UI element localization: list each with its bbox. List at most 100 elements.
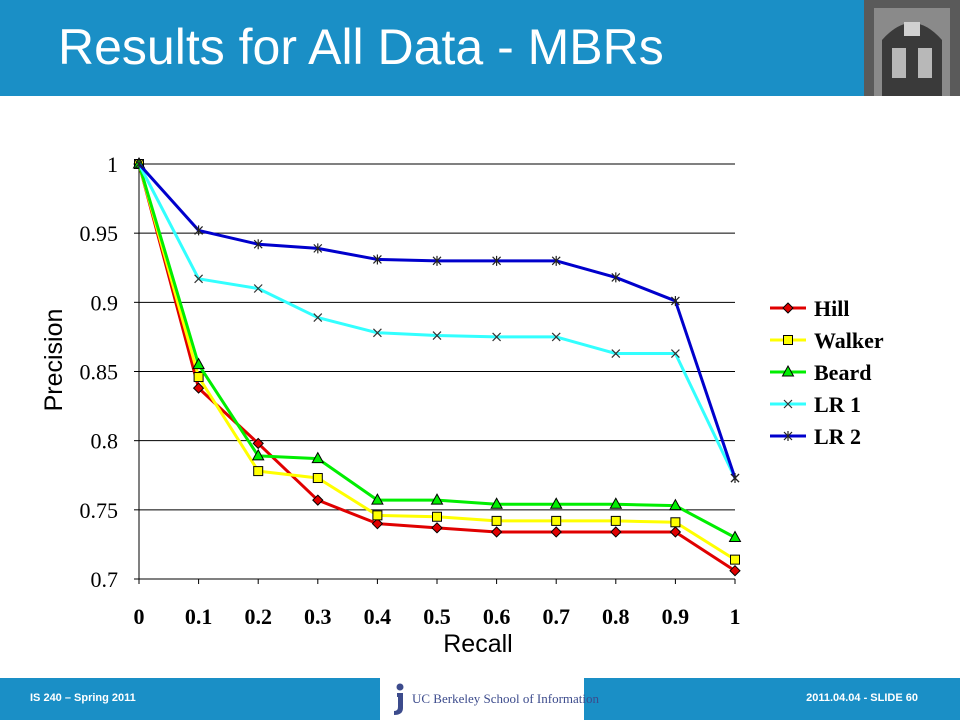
- data-point: [670, 349, 680, 358]
- title-bar: Results for All Data - MBRs: [0, 0, 864, 96]
- y-tick-label: 0.75: [80, 498, 119, 523]
- school-logo: UC Berkeley School of Information: [380, 678, 599, 720]
- x-tick-label: 0.2: [244, 604, 272, 629]
- x-tick-label: 0: [134, 604, 145, 629]
- x-tick-label: 0.9: [662, 604, 690, 629]
- data-point: [252, 437, 264, 450]
- data-point: [432, 511, 442, 522]
- y-tick-label: 1: [107, 152, 118, 177]
- data-point: [728, 530, 742, 542]
- axes: [134, 163, 736, 584]
- legend-label: LR 2: [814, 424, 861, 449]
- data-point: [313, 243, 323, 254]
- data-point: [729, 564, 741, 577]
- data-point: [783, 399, 793, 409]
- data-point: [134, 159, 144, 169]
- data-point: [492, 332, 502, 342]
- legend-label: Hill: [814, 296, 849, 321]
- school-name: UC Berkeley School of Information: [412, 691, 600, 706]
- data-point: [491, 515, 502, 526]
- data-point: [490, 526, 503, 538]
- legend-label: Walker: [814, 328, 884, 353]
- data-point: [430, 493, 444, 505]
- data-point: [669, 498, 682, 511]
- data-point: [783, 431, 793, 441]
- tick-labels: 0.7 0.75 0.8 0.85 0.9 0.95 1 0 0.1 0.2 0.3 0.4 0.5 0.…: [80, 152, 741, 629]
- x-tick-label: 0.7: [542, 604, 570, 629]
- data-point: [253, 239, 263, 250]
- series-beard: [132, 156, 742, 542]
- data-point: [372, 254, 382, 265]
- data-point: [431, 522, 443, 534]
- legend-label: Beard: [814, 360, 871, 385]
- data-point: [312, 494, 324, 506]
- y-tick-label: 0.8: [91, 429, 119, 454]
- data-point: [783, 335, 793, 345]
- data-point: [611, 349, 621, 358]
- data-point: [551, 255, 561, 266]
- series-line-beard: [137, 163, 736, 539]
- data-point: [371, 493, 384, 505]
- legend-item-walker: Walker: [770, 328, 884, 353]
- building-photo: [864, 0, 960, 96]
- data-point: [782, 302, 794, 314]
- data-point: [432, 255, 442, 266]
- y-tick-label: 0.9: [91, 290, 119, 315]
- data-point: [312, 473, 323, 484]
- course-label: IS 240 – Spring 2011: [30, 692, 136, 704]
- data-point: [194, 225, 204, 236]
- x-axis-label: Recall: [443, 630, 512, 658]
- series-lr-2: [134, 159, 740, 484]
- data-point: [669, 526, 682, 538]
- data-point: [253, 466, 264, 477]
- legend: Hill Walker Beard LR 1 LR 2: [770, 296, 884, 449]
- y-tick-label: 0.95: [80, 221, 119, 246]
- legend-item-beard: Beard: [770, 360, 871, 385]
- data-point: [670, 295, 680, 306]
- data-point: [610, 515, 621, 526]
- data-point: [549, 497, 563, 509]
- data-point: [311, 451, 325, 464]
- data-point: [193, 372, 204, 383]
- x-tick-label: 0.8: [602, 604, 630, 629]
- y-axis-label: Precision: [40, 309, 68, 412]
- data-point: [611, 272, 621, 283]
- data-point: [372, 328, 382, 338]
- data-point: [194, 274, 204, 284]
- series-walker: [134, 159, 740, 565]
- series-lr-1: [134, 159, 740, 483]
- data-point: [432, 331, 442, 340]
- series-lines: [132, 156, 742, 577]
- series-line-lr-1: [137, 163, 737, 479]
- precision-recall-chart: 0.7 0.75 0.8 0.85 0.9 0.95 1 0 0.1 0.2 0.3 0.4 0.5 0.…: [40, 152, 884, 658]
- y-tick-label: 0.7: [91, 567, 119, 592]
- data-point: [551, 515, 562, 526]
- slide-title: Results for All Data - MBRs: [58, 19, 664, 75]
- slide-number: 2011.04.04 - SLIDE 60: [806, 692, 918, 704]
- data-point: [253, 284, 263, 293]
- legend-item-lr-2: LR 2: [770, 424, 861, 449]
- data-point: [372, 510, 383, 521]
- data-point: [371, 517, 384, 530]
- data-point: [251, 448, 265, 461]
- data-point: [730, 554, 740, 565]
- y-tick-label: 0.85: [80, 360, 119, 385]
- ischool-logo-icon: [394, 683, 404, 715]
- data-point: [192, 357, 205, 370]
- grid-lines: [139, 163, 735, 511]
- legend-label: LR 1: [814, 392, 861, 417]
- series-line-lr-2: [137, 162, 737, 479]
- data-point: [550, 526, 562, 538]
- x-tick-label: 0.1: [185, 604, 213, 629]
- legend-item-hill: Hill: [770, 296, 849, 321]
- x-tick-label: 0.3: [304, 604, 332, 629]
- data-point: [670, 517, 681, 528]
- data-point: [192, 382, 205, 394]
- legend-item-lr-1: LR 1: [770, 392, 861, 417]
- data-point: [609, 497, 623, 509]
- data-point: [610, 526, 622, 538]
- x-tick-label: 0.4: [364, 604, 392, 629]
- data-point: [730, 473, 740, 484]
- x-tick-label: 0.5: [423, 604, 451, 629]
- data-point: [781, 364, 795, 377]
